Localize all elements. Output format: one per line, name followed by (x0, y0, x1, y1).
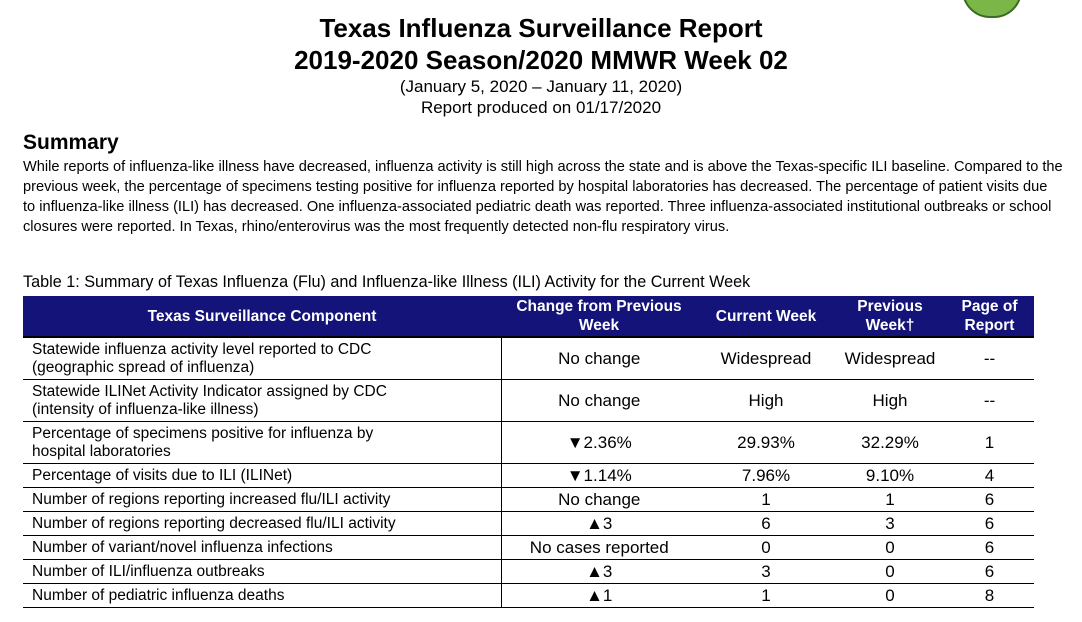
previous-cell: High (835, 379, 945, 422)
change-cell: ▼1.14% (501, 463, 697, 488)
change-cell: No change (501, 337, 697, 380)
report-produced-date: Report produced on 01/17/2020 (420, 98, 662, 117)
previous-cell: 0 (835, 559, 945, 584)
component-cell: Number of regions reporting decreased fl… (23, 511, 502, 536)
table-row: Number of regions reporting decreased fl… (23, 511, 1034, 536)
component-line2: (intensity of influenza-like illness) (32, 400, 259, 418)
current-cell: 7.96% (697, 463, 835, 488)
header-change: Change from Previous Week (501, 296, 697, 338)
table-row: Number of regions reporting increased fl… (23, 487, 1034, 512)
component-line1: Statewide influenza activity level repor… (32, 340, 372, 358)
current-cell: Widespread (697, 337, 835, 380)
component-line2: hospital laboratories (32, 442, 171, 460)
report-season-week: 2019-2020 Season/2020 MMWR Week 02 (294, 45, 788, 75)
change-cell: ▲3 (501, 511, 697, 536)
current-cell: High (697, 379, 835, 422)
table-row: Percentage of specimens positive for inf… (23, 421, 1034, 464)
previous-cell: Widespread (835, 337, 945, 380)
current-cell: 0 (697, 535, 835, 560)
page-cell: 6 (945, 487, 1034, 512)
page-cell: 6 (945, 559, 1034, 584)
table-caption: Table 1: Summary of Texas Influenza (Flu… (23, 273, 751, 291)
current-cell: 29.93% (697, 421, 835, 464)
component-line1: Statewide ILINet Activity Indicator assi… (32, 382, 387, 400)
summary-text: While reports of influenza-like illness … (23, 159, 1063, 235)
previous-cell: 0 (835, 583, 945, 608)
header-current: Current Week (697, 296, 835, 338)
page-cell: -- (945, 379, 1034, 422)
report-date-range: (January 5, 2020 – January 11, 2020) (399, 77, 683, 96)
header-page: Page of Report (945, 296, 1034, 338)
table-header-row: Texas Surveillance Component Change from… (23, 296, 1034, 338)
previous-cell: 0 (835, 535, 945, 560)
component-cell: Statewide ILINet Activity Indicator assi… (23, 379, 502, 422)
header-previous: Previous Week† (835, 296, 945, 338)
current-cell: 1 (697, 583, 835, 608)
change-cell: No change (501, 487, 697, 512)
page-cell: 6 (945, 511, 1034, 536)
page-cell: 8 (945, 583, 1034, 608)
component-cell: Number of regions reporting increased fl… (23, 487, 502, 512)
page-cell: -- (945, 337, 1034, 380)
page-cell: 1 (945, 421, 1034, 464)
table-row: Statewide ILINet Activity Indicator assi… (23, 379, 1034, 422)
summary-heading: Summary (23, 131, 119, 154)
table-row: Statewide influenza activity level repor… (23, 337, 1034, 380)
change-cell: No cases reported (501, 535, 697, 560)
change-cell: ▼2.36% (501, 421, 697, 464)
component-cell: Number of ILI/influenza outbreaks (23, 559, 502, 584)
previous-cell: 32.29% (835, 421, 945, 464)
surveillance-table: Texas Surveillance Component Change from… (23, 296, 1034, 608)
current-cell: 1 (697, 487, 835, 512)
component-line1: Percentage of specimens positive for inf… (32, 424, 374, 442)
page-cell: 6 (945, 535, 1034, 560)
change-cell: No change (501, 379, 697, 422)
report-title: Texas Influenza Surveillance Report (319, 13, 763, 43)
component-cell: Percentage of visits due to ILI (ILINet) (23, 463, 502, 488)
component-cell: Number of variant/novel influenza infect… (23, 535, 502, 560)
header-component: Texas Surveillance Component (23, 296, 501, 338)
component-cell: Percentage of specimens positive for inf… (23, 421, 502, 464)
previous-cell: 9.10% (835, 463, 945, 488)
table-row: Percentage of visits due to ILI (ILINet)… (23, 463, 1034, 488)
current-cell: 3 (697, 559, 835, 584)
current-cell: 6 (697, 511, 835, 536)
component-cell: Number of pediatric influenza deaths (23, 583, 502, 608)
table-row: Number of variant/novel influenza infect… (23, 535, 1034, 560)
table-row: Number of ILI/influenza outbreaks ▲3 3 0… (23, 559, 1034, 584)
previous-cell: 3 (835, 511, 945, 536)
change-cell: ▲3 (501, 559, 697, 584)
component-line2: (geographic spread of influenza) (32, 358, 255, 376)
previous-cell: 1 (835, 487, 945, 512)
change-cell: ▲1 (501, 583, 697, 608)
page-cell: 4 (945, 463, 1034, 488)
table-row: Number of pediatric influenza deaths ▲1 … (23, 583, 1034, 608)
component-cell: Statewide influenza activity level repor… (23, 337, 502, 380)
